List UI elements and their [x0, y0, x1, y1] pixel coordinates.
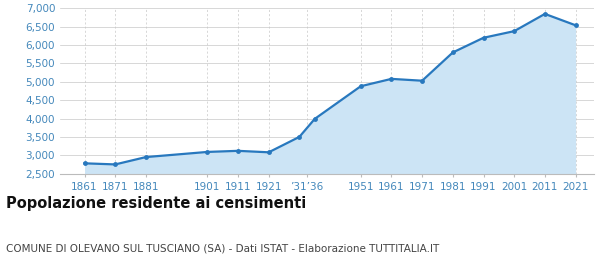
Text: Popolazione residente ai censimenti: Popolazione residente ai censimenti	[6, 196, 306, 211]
Text: COMUNE DI OLEVANO SUL TUSCIANO (SA) - Dati ISTAT - Elaborazione TUTTITALIA.IT: COMUNE DI OLEVANO SUL TUSCIANO (SA) - Da…	[6, 244, 439, 254]
